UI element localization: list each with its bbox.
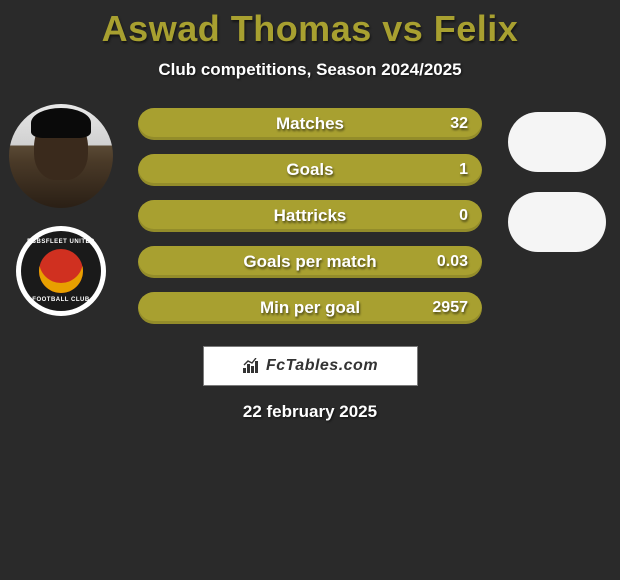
stat-bar-min-per-goal: Min per goal 2957 bbox=[138, 292, 482, 324]
player-left-club-badge: EBBSFLEET UNITED FOOTBALL CLUB bbox=[16, 226, 106, 316]
stat-label: Goals bbox=[286, 160, 333, 180]
brand-text: FcTables.com bbox=[266, 357, 378, 375]
chart-icon bbox=[242, 358, 260, 374]
player-left-headshot bbox=[9, 104, 113, 208]
stat-label: Min per goal bbox=[260, 298, 360, 318]
brand-attribution: FcTables.com bbox=[203, 346, 418, 386]
snapshot-date: 22 february 2025 bbox=[0, 402, 620, 422]
stat-value-left: 0.03 bbox=[437, 253, 468, 271]
subtitle: Club competitions, Season 2024/2025 bbox=[0, 60, 620, 80]
stat-value-left: 2957 bbox=[432, 299, 468, 317]
stat-value-left: 32 bbox=[450, 115, 468, 133]
stat-bar-matches: Matches 32 bbox=[138, 108, 482, 140]
player-right-headshot-placeholder bbox=[508, 112, 606, 172]
stat-bar-goals-per-match: Goals per match 0.03 bbox=[138, 246, 482, 278]
stat-bar-goals: Goals 1 bbox=[138, 154, 482, 186]
stat-label: Goals per match bbox=[243, 252, 376, 272]
stat-label: Hattricks bbox=[274, 206, 347, 226]
player-right-column bbox=[508, 112, 606, 252]
stat-value-left: 0 bbox=[459, 207, 468, 225]
stat-bars: Matches 32 Goals 1 Hattricks 0 Goals per… bbox=[138, 108, 482, 324]
stat-label: Matches bbox=[276, 114, 344, 134]
stats-area: EBBSFLEET UNITED FOOTBALL CLUB Matches 3… bbox=[0, 108, 620, 324]
page-title: Aswad Thomas vs Felix bbox=[0, 0, 620, 50]
stat-bar-hattricks: Hattricks 0 bbox=[138, 200, 482, 232]
stat-value-left: 1 bbox=[459, 161, 468, 179]
player-right-club-badge-placeholder bbox=[508, 192, 606, 252]
player-left-column: EBBSFLEET UNITED FOOTBALL CLUB bbox=[8, 104, 114, 316]
